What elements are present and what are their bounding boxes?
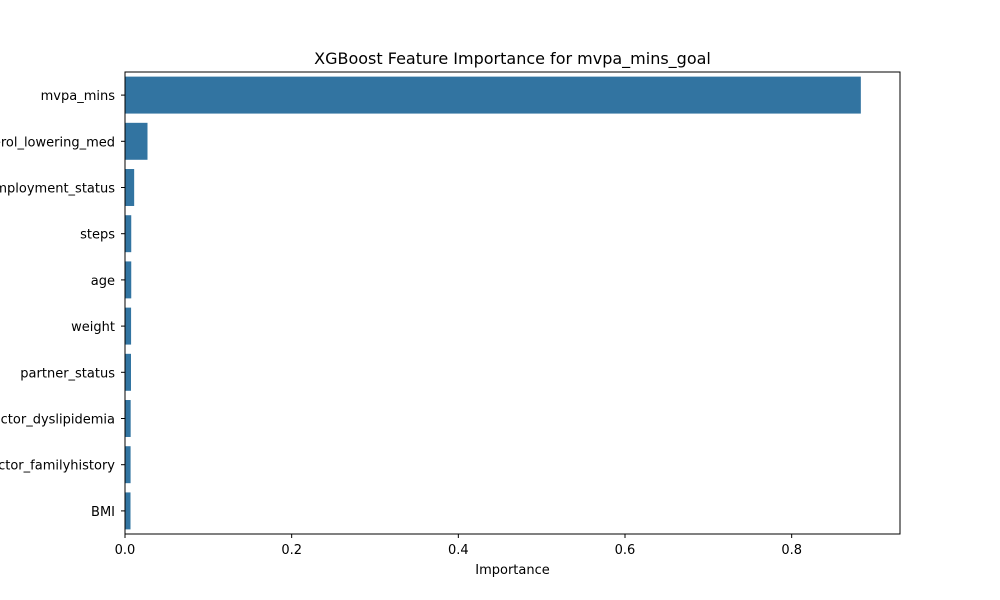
y-tick-labels: mvpa_mins cholesterol_lowering_medemploym… bbox=[0, 89, 125, 520]
y-tick-label: risk_factor_familyhistory bbox=[0, 459, 115, 474]
bar-BMI bbox=[125, 492, 131, 530]
y-tick-label: steps bbox=[80, 228, 115, 243]
bars-group bbox=[125, 76, 861, 530]
plot-frame bbox=[124, 71, 901, 535]
y-tick-label: cholesterol_lowering_med bbox=[0, 135, 115, 150]
x-ticks: 0.0 0.2 0.4 0.6 0.8 bbox=[115, 534, 802, 558]
bar-age bbox=[125, 261, 132, 299]
x-tick-label: 0.4 bbox=[448, 543, 469, 558]
y-tick-label: risk_factor_dyslipidemia bbox=[0, 413, 115, 428]
x-axis-label: Importance bbox=[475, 563, 550, 578]
y-tick-label: employment_status bbox=[0, 182, 115, 197]
y-tick-label: weight bbox=[71, 320, 115, 335]
bar-risk_factor_dyslipidemia bbox=[125, 400, 131, 437]
bar-mvpa_mins bbox=[125, 76, 861, 114]
y-tick-label: BMI bbox=[91, 505, 115, 520]
bar-cholesterol_lowering_med bbox=[125, 122, 148, 160]
bar-weight bbox=[125, 307, 132, 345]
bar-partner_status bbox=[125, 353, 131, 391]
x-tick-label: 0.8 bbox=[781, 543, 802, 558]
bar-risk_factor_familyhistory bbox=[125, 446, 131, 484]
bar-employment_status bbox=[125, 169, 135, 206]
y-tick-label: mvpa_mins bbox=[41, 89, 116, 104]
chart-title: XGBoost Feature Importance for mvpa_mins… bbox=[314, 49, 711, 69]
x-tick-label: 0.6 bbox=[615, 543, 636, 558]
bar-steps bbox=[125, 215, 132, 253]
x-tick-label: 0.0 bbox=[115, 543, 136, 558]
y-tick-label: age bbox=[91, 274, 115, 289]
x-tick-label: 0.2 bbox=[281, 543, 302, 558]
y-tick-label: partner_status bbox=[20, 366, 115, 381]
